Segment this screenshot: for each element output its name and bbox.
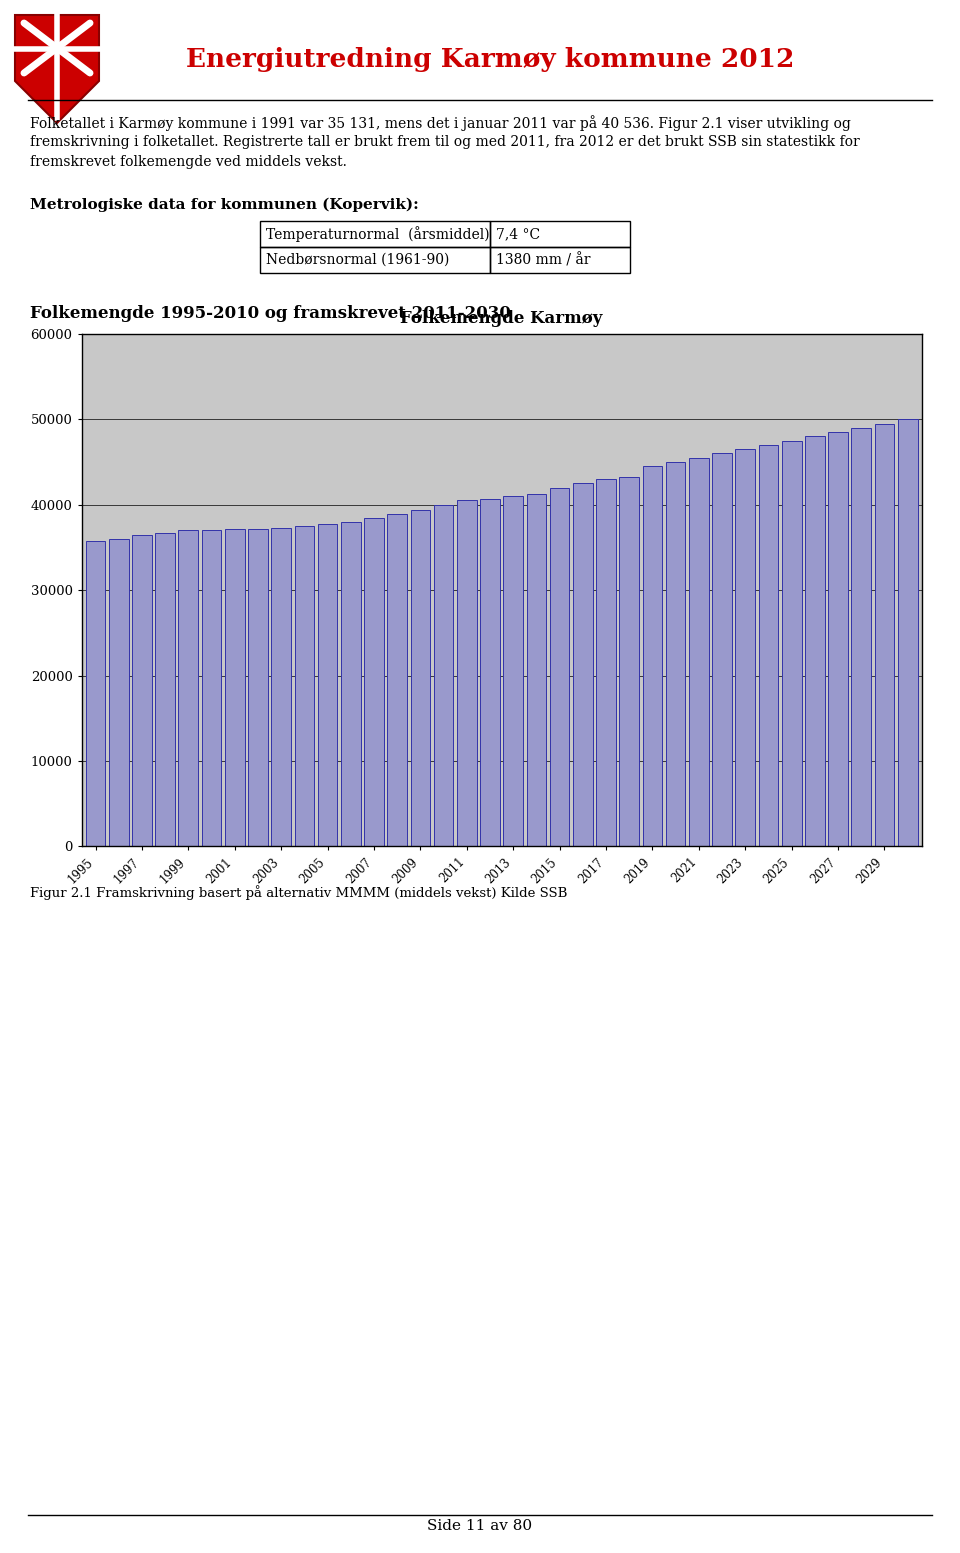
Bar (202, 531, 222, 846)
Bar (387, 514, 407, 846)
Bar (781, 441, 802, 846)
Bar (318, 525, 337, 846)
Bar (619, 477, 639, 846)
Bar (526, 494, 546, 846)
Bar (596, 478, 616, 846)
Text: 7,4 °C: 7,4 °C (496, 227, 540, 241)
Bar (225, 530, 245, 846)
Bar (666, 463, 685, 846)
Text: fremskrivning i folketallet. Registrerte tall er brukt frem til og med 2011, fra: fremskrivning i folketallet. Registrerte… (30, 135, 860, 149)
Bar (434, 505, 453, 846)
Bar (735, 449, 756, 846)
Bar (179, 531, 198, 846)
Bar (875, 424, 895, 846)
Bar (341, 522, 361, 846)
Text: Side 11 av 80: Side 11 av 80 (427, 1519, 533, 1533)
Text: Figur 2.1 Framskrivning basert på alternativ MMMM (middels vekst) Kilde SSB: Figur 2.1 Framskrivning basert på altern… (30, 885, 567, 901)
Bar (898, 419, 918, 846)
Text: Folketallet i Karmøy kommune i 1991 var 35 131, mens det i januar 2011 var på 40: Folketallet i Karmøy kommune i 1991 var … (30, 115, 851, 130)
Bar (758, 444, 779, 846)
Bar (156, 533, 175, 846)
Bar (260, 221, 490, 247)
Bar (480, 499, 500, 846)
Text: Energiutredning Karmøy kommune 2012: Energiutredning Karmøy kommune 2012 (186, 48, 794, 73)
Text: 1380 mm / år: 1380 mm / år (496, 253, 590, 267)
Text: Folkemengde 1995-2010 og framskrevet 2011-2030: Folkemengde 1995-2010 og framskrevet 201… (30, 304, 511, 321)
Bar (490, 247, 630, 273)
Bar (573, 483, 592, 846)
Bar (272, 528, 291, 846)
Bar (260, 247, 490, 273)
Text: Nedbørsnormal (1961-90): Nedbørsnormal (1961-90) (266, 253, 449, 267)
Bar (248, 528, 268, 846)
Bar (852, 427, 871, 846)
Bar (364, 519, 384, 846)
Bar (503, 497, 523, 846)
Title: Folkemengde Karmøy: Folkemengde Karmøy (400, 309, 603, 326)
Bar (642, 466, 662, 846)
Polygon shape (15, 16, 99, 123)
Bar (411, 509, 430, 846)
Bar (108, 539, 129, 846)
Bar (132, 536, 152, 846)
Bar (550, 488, 569, 846)
Bar (689, 458, 708, 846)
Text: Metrologiske data for kommunen (Kopervik):: Metrologiske data for kommunen (Kopervik… (30, 197, 419, 213)
Text: Temperaturnormal  (årsmiddel): Temperaturnormal (årsmiddel) (266, 227, 490, 242)
Bar (457, 500, 477, 846)
Bar (828, 432, 848, 846)
Bar (712, 453, 732, 846)
Bar (490, 221, 630, 247)
Text: fremskrevet folkemengde ved middels vekst.: fremskrevet folkemengde ved middels veks… (30, 155, 347, 169)
Bar (805, 436, 825, 846)
Bar (85, 542, 106, 846)
Bar (295, 526, 314, 846)
